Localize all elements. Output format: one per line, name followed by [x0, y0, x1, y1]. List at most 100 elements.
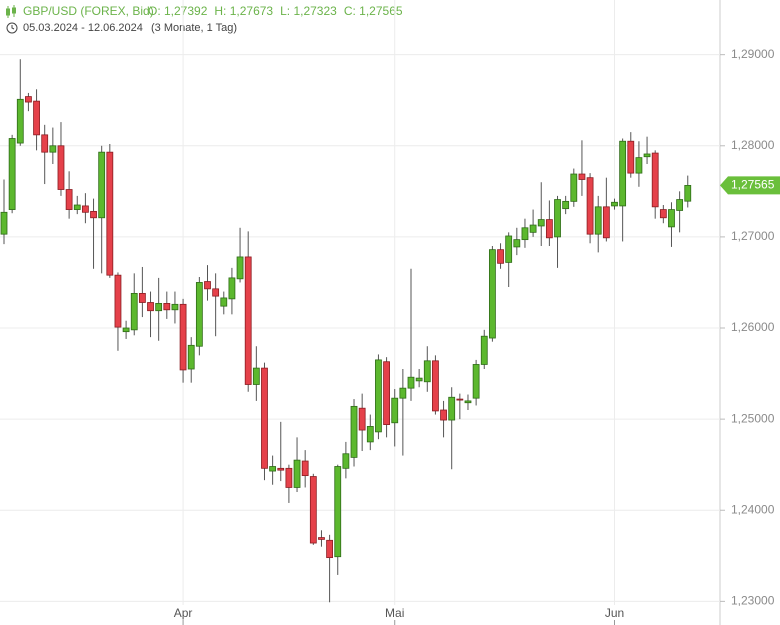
candle-body [529, 224, 537, 233]
candle-body [562, 200, 570, 210]
candle-body [301, 460, 309, 477]
header-title: GBP/USD (FOREX, Bid) [23, 4, 154, 18]
candle-body [586, 177, 594, 235]
candle-body [488, 249, 496, 339]
quote-high: H: 1,27673 [214, 4, 273, 18]
candle-body [49, 145, 57, 153]
candle-body [318, 537, 325, 540]
candle-body [122, 327, 130, 333]
candle-body [505, 235, 513, 263]
candle-body [448, 396, 456, 421]
candle-body [16, 98, 24, 144]
candles [0, 59, 692, 603]
candle-body [114, 274, 122, 328]
candle-body [261, 367, 268, 469]
last-price-label: 1,27565 [731, 178, 775, 192]
candle-body [659, 209, 667, 219]
candle-body [236, 256, 244, 280]
candle-body [497, 249, 504, 264]
candle-body [212, 288, 220, 297]
header-period: (3 Monate, 1 Tag) [151, 22, 237, 34]
candle-body [464, 400, 472, 404]
candle-body [130, 292, 138, 331]
candle-body [8, 138, 16, 210]
y-tick-label: 1,25000 [731, 411, 775, 425]
candle-body [155, 303, 163, 312]
candle-body [195, 282, 203, 347]
candle-body [480, 335, 488, 365]
candle-body [171, 303, 179, 311]
candle-body [244, 256, 252, 385]
candle-body [252, 367, 260, 385]
candle-body [73, 204, 81, 210]
candle-body [643, 153, 651, 158]
candle-body [684, 185, 692, 202]
clock-icon [6, 22, 18, 34]
candle-body [342, 453, 350, 469]
candle-body [163, 303, 171, 311]
candle-body [98, 151, 106, 219]
candle-body [293, 459, 301, 488]
candle-body [456, 398, 464, 401]
candle-body [602, 206, 610, 239]
candle-body [627, 140, 635, 174]
candle-body [179, 303, 187, 371]
candle-body [57, 145, 65, 190]
candle-body [578, 173, 586, 180]
candle-body [0, 211, 8, 235]
x-tick-label: Apr [174, 606, 193, 620]
candle-body [432, 360, 439, 412]
grid [0, 0, 720, 605]
candle-body [350, 405, 358, 458]
candle-body [668, 209, 675, 228]
candle-body [545, 219, 553, 239]
candle-body [513, 239, 521, 248]
candle-body [383, 361, 390, 425]
y-tick-label: 1,23000 [731, 594, 775, 608]
y-tick-label: 1,28000 [731, 138, 775, 152]
candle-body [106, 151, 114, 276]
header-quote: O: 1,27392 H: 1,27673 L: 1,27323 C: 1,27565 [148, 4, 403, 18]
y-tick-label: 1,29000 [731, 47, 775, 61]
y-tick-label: 1,27000 [731, 229, 775, 243]
x-tick-label: Mai [385, 606, 404, 620]
candle-body [90, 210, 97, 219]
candle-body [326, 539, 334, 559]
candle-body [521, 227, 529, 241]
candle-body [366, 426, 374, 443]
quote-low: L: 1,27323 [280, 4, 337, 18]
candle-body [440, 409, 447, 421]
candle-body [619, 140, 627, 207]
candle-body [570, 173, 578, 202]
candle-body [269, 466, 277, 472]
candle-body [82, 205, 89, 213]
candle-body [399, 387, 407, 399]
candle-body [407, 376, 415, 389]
candle-body [415, 377, 423, 382]
quote-open: O: 1,27392 [148, 4, 208, 18]
candle-body [334, 466, 342, 558]
candle-body [676, 199, 684, 211]
candle-body [358, 407, 366, 431]
y-tick-label: 1,26000 [731, 320, 775, 334]
candle-body [423, 360, 431, 383]
candle-body [41, 134, 49, 153]
candle-body [277, 467, 285, 471]
candle-body [25, 96, 32, 103]
header-icon [6, 5, 16, 18]
candle-body [220, 297, 228, 307]
candle-body [554, 199, 561, 238]
candle-body [147, 302, 154, 312]
candle-body [204, 281, 211, 290]
candle-body [138, 292, 146, 303]
candle-body [611, 201, 618, 207]
candle-body [285, 467, 293, 488]
x-tick-label: Jun [605, 606, 624, 620]
candle-body [33, 100, 40, 136]
candle-body [391, 397, 399, 424]
candle-body [228, 277, 236, 300]
y-tick-label: 1,24000 [731, 502, 775, 516]
header-range: 05.03.2024 - 12.06.2024 [23, 22, 143, 34]
candle-body [635, 157, 643, 174]
